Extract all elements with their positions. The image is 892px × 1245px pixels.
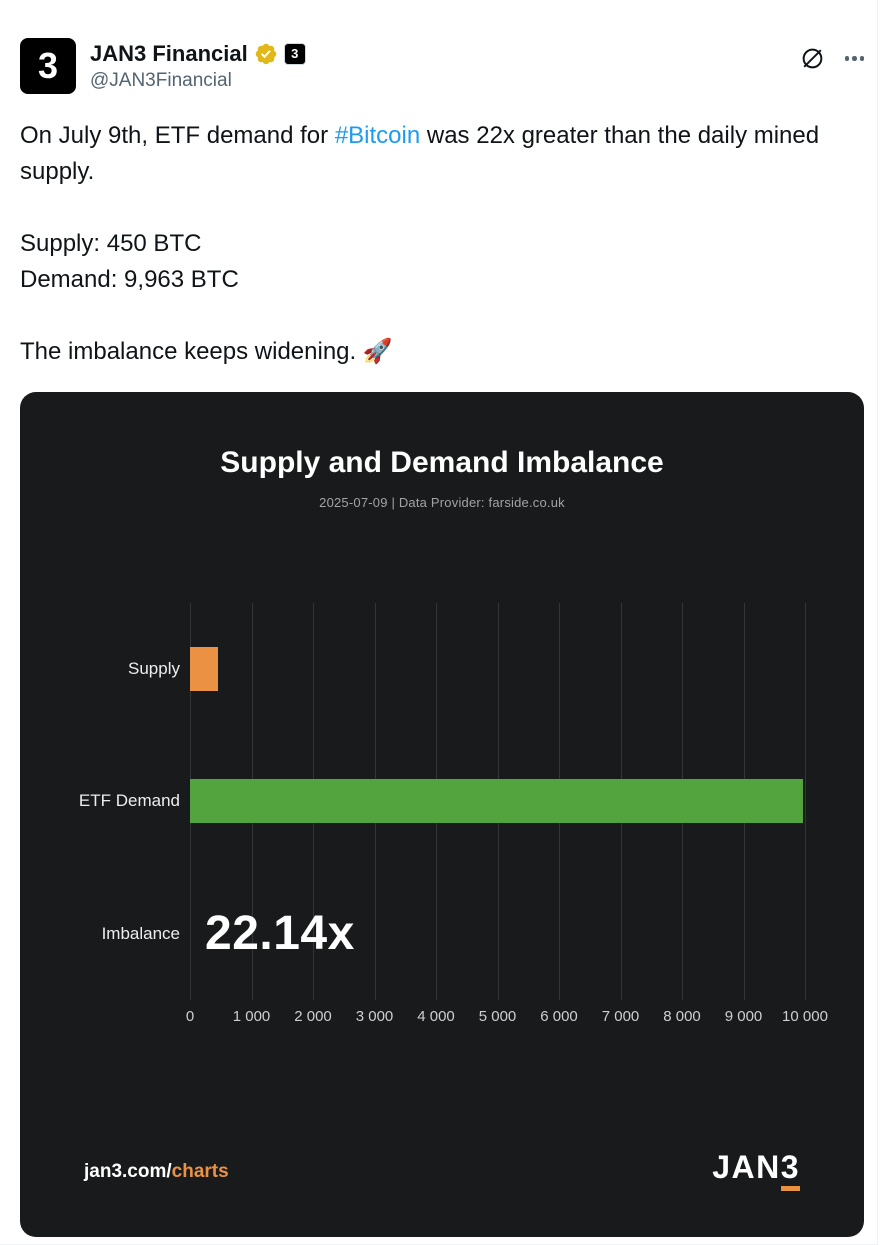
imbalance-value: 22.14x bbox=[205, 907, 355, 961]
chart-row-imbalance: Imbalance 22.14x bbox=[102, 868, 805, 1000]
chart-row-supply: Supply bbox=[128, 603, 805, 735]
header-actions bbox=[800, 46, 864, 71]
closing-line: The imbalance keeps widening. 🚀 bbox=[20, 338, 393, 365]
column-right-border bbox=[877, 0, 878, 1245]
author-name[interactable]: JAN3 Financial bbox=[90, 40, 248, 66]
grok-button[interactable] bbox=[800, 46, 825, 71]
tweet-text-segment: On July 9th, ETF demand for bbox=[20, 122, 335, 149]
x-tick-label: 4 000 bbox=[417, 1008, 455, 1025]
x-tick-label: 7 000 bbox=[601, 1008, 640, 1025]
author-handle[interactable]: @JAN3Financial bbox=[90, 69, 232, 91]
more-button[interactable] bbox=[844, 56, 864, 61]
affiliate-badge: 3 bbox=[283, 42, 306, 65]
x-tick-label: 0 bbox=[185, 1008, 195, 1025]
jan3-site-link: jan3.com/charts bbox=[84, 1161, 229, 1183]
jan3-logo-three: 3 bbox=[780, 1149, 800, 1191]
site-link-domain: jan3.com/ bbox=[84, 1161, 172, 1182]
affiliate-badge-glyph: 3 bbox=[291, 46, 299, 61]
jan3-logo-jan: JAN bbox=[712, 1149, 781, 1185]
x-tick-label: 2 000 bbox=[294, 1008, 332, 1025]
x-axis: 0 1 000 2 000 3 000 4 000 5 000 6 000 7 000 8 00… bbox=[186, 1000, 828, 1026]
tweet-paragraph: On July 9th, ETF demand for #Bitcoin was… bbox=[20, 118, 846, 190]
tweet-text-segment: was 22x greater than the daily mined sup… bbox=[20, 122, 820, 185]
x-tick-label: 3 000 bbox=[355, 1008, 394, 1025]
author-block: JAN3 Financial 3 @JAN3Financial bbox=[90, 38, 306, 94]
grok-icon bbox=[802, 48, 822, 69]
chart-subtitle: 2025-07-09 | Data Provider: farside.co.u… bbox=[319, 495, 565, 510]
category-label-etf-demand: ETF Demand bbox=[78, 791, 180, 811]
x-tick-label: 6 000 bbox=[540, 1008, 578, 1025]
avatar[interactable]: 3 bbox=[20, 38, 76, 94]
supply-bar bbox=[190, 647, 218, 692]
tweet-text: On July 9th, ETF demand for #Bitcoin was… bbox=[20, 118, 864, 370]
supply-line: Supply: 450 BTC bbox=[20, 230, 202, 257]
category-label-imbalance: Imbalance bbox=[101, 923, 180, 943]
tweet-header: 3 JAN3 Financial 3 @JAN3Financial bbox=[20, 38, 864, 94]
etf-demand-bar bbox=[190, 779, 803, 824]
category-label-supply: Supply bbox=[128, 659, 180, 679]
jan3-logo: JAN3 bbox=[712, 1149, 800, 1191]
bar-chart-plot: Supply ETF Demand Imbalance 22.14x 0 1 00… bbox=[79, 603, 828, 1025]
x-tick-label: 1 000 bbox=[232, 1008, 271, 1025]
chart-card-footer: jan3.com/charts JAN3 bbox=[84, 1149, 800, 1191]
x-tick-label: 8 000 bbox=[663, 1008, 701, 1025]
author-name-row: JAN3 Financial 3 bbox=[90, 41, 306, 67]
chart-row-etf-demand: ETF Demand bbox=[79, 735, 805, 867]
avatar-logo-glyph: 3 bbox=[37, 45, 59, 86]
tweet-media-chart-card[interactable]: Supply and Demand Imbalance 2025-07-09 |… bbox=[20, 392, 864, 1237]
gridline bbox=[805, 603, 806, 1000]
chart-title: Supply and Demand Imbalance bbox=[220, 446, 664, 479]
hashtag-bitcoin-link[interactable]: #Bitcoin bbox=[334, 122, 421, 149]
demand-line: Demand: 9,963 BTC bbox=[20, 266, 239, 293]
site-link-path: charts bbox=[171, 1161, 229, 1182]
x-tick-label: 9 000 bbox=[724, 1008, 763, 1025]
gold-verified-icon bbox=[255, 43, 276, 64]
x-tick-label: 5 000 bbox=[478, 1008, 517, 1025]
x-tick-label: 10 000 bbox=[782, 1008, 828, 1025]
ellipsis-icon bbox=[844, 56, 864, 61]
